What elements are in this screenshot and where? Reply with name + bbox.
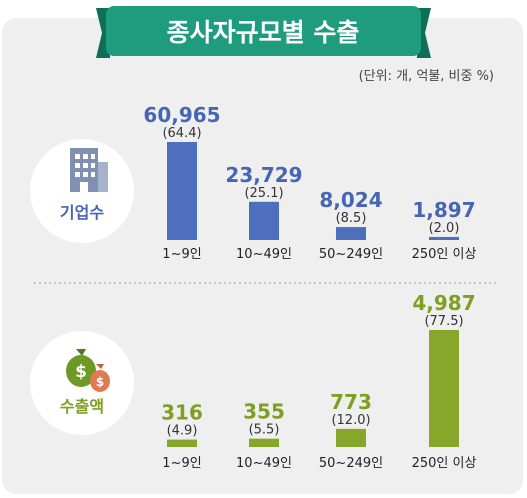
title-banner: 종사자규모별 수출: [96, 6, 431, 58]
exports-value-label: 773: [330, 390, 372, 414]
exports-chart: (4.9)316 1~9인 (5.5)355 10~49인 (12.0)773 50~24…: [161, 291, 476, 471]
unit-note: (단위: 개, 억불, 비중 %): [359, 69, 494, 84]
title-background: [106, 6, 421, 56]
companies-value-label: 8,024: [319, 188, 382, 212]
companies-bar: [336, 227, 366, 240]
companies-share-label: (8.5): [336, 211, 367, 226]
companies-bar: [249, 201, 279, 240]
exports-share-label: (77.5): [424, 314, 463, 329]
exports-badge: $ $ 수출액: [30, 331, 134, 435]
exports-category-label: 1~9인: [162, 456, 201, 471]
exports-category-label: 10~49인: [236, 456, 292, 471]
companies-category-label: 1~9인: [162, 247, 201, 262]
svg-text:$: $: [75, 362, 87, 382]
exports-bar: [429, 330, 459, 447]
companies-bar: [167, 142, 197, 240]
exports-bar: [336, 428, 366, 447]
exports-bar: [249, 438, 279, 447]
companies-bar: [429, 236, 459, 240]
companies-share-label: (64.4): [162, 126, 201, 141]
companies-label: 기업수: [60, 203, 104, 222]
building-icon: [70, 148, 108, 192]
exports-value-label: 4,987: [412, 291, 475, 315]
companies-value-label: 60,965: [143, 103, 220, 127]
money-bag-icon: $ $: [66, 349, 110, 392]
exports-category-label: 50~249인: [319, 456, 383, 471]
companies-share-label: (25.1): [244, 186, 283, 201]
exports-share-label: (4.9): [167, 424, 198, 439]
companies-chart: (64.4)60,965 1~9인 (25.1)23,729 10~49인 (8.5)8…: [143, 103, 476, 262]
exports-label: 수출액: [60, 397, 104, 416]
exports-bar: [167, 439, 197, 447]
svg-text:$: $: [96, 375, 104, 389]
companies-value-label: 23,729: [225, 163, 302, 187]
companies-share-label: (2.0): [429, 221, 460, 236]
companies-category-label: 50~249인: [319, 247, 383, 262]
companies-badge: 기업수: [30, 139, 134, 243]
exports-share-label: (5.5): [249, 423, 280, 438]
exports-category-label: 250인 이상: [412, 456, 477, 471]
companies-value-label: 1,897: [412, 198, 475, 222]
companies-category-label: 250인 이상: [412, 247, 477, 262]
exports-share-label: (12.0): [331, 413, 370, 428]
exports-value-label: 355: [243, 400, 285, 424]
page-title: 종사자규모별 수출: [167, 18, 360, 47]
companies-category-label: 10~49인: [236, 247, 292, 262]
exports-value-label: 316: [161, 401, 203, 425]
